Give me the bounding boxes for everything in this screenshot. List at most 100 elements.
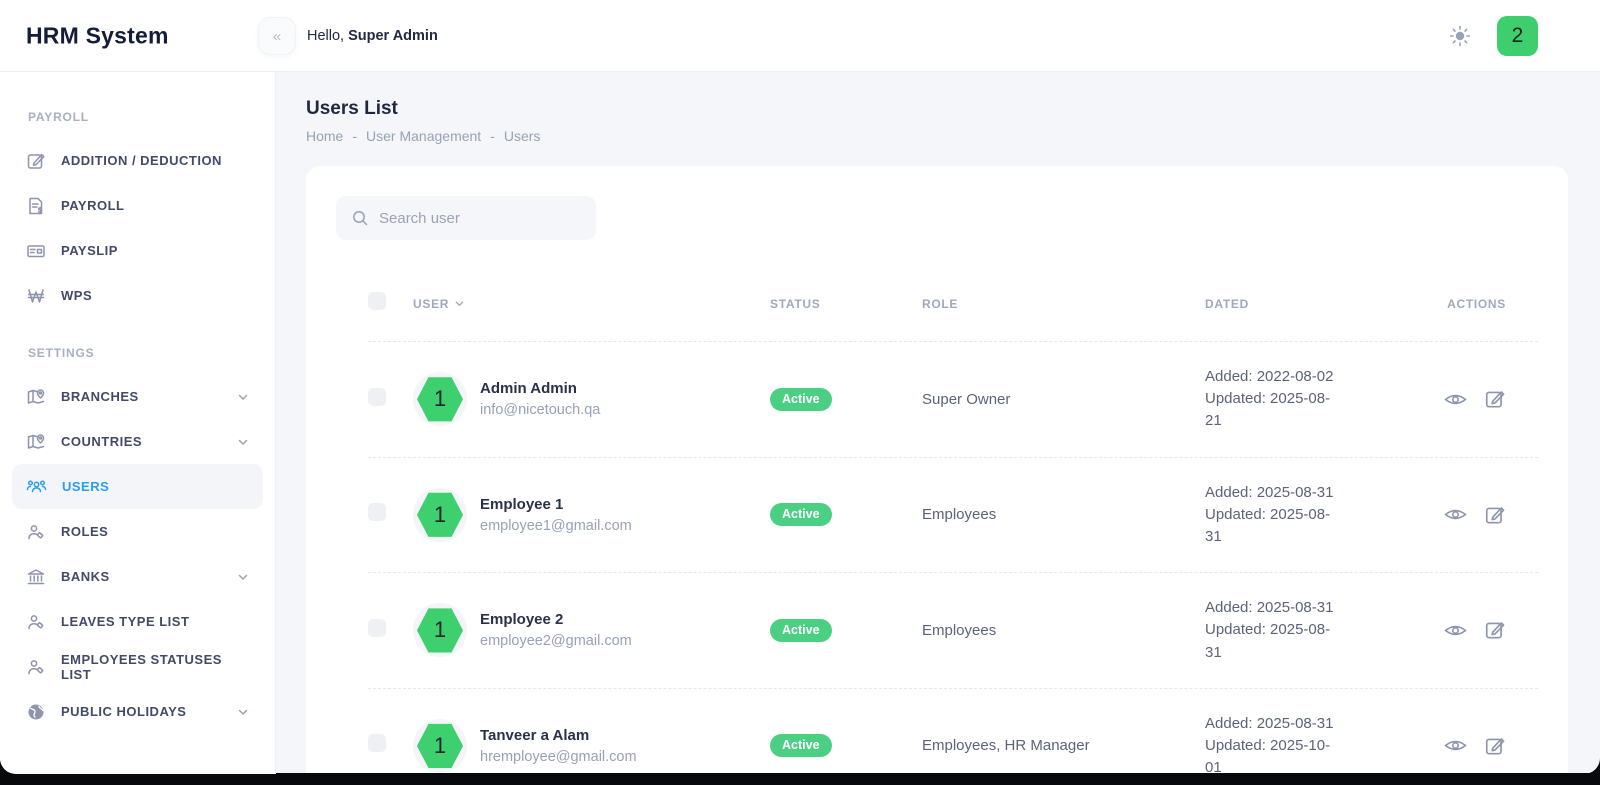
sidebar-item-users[interactable]: USERS (12, 464, 263, 509)
person-tag-icon (28, 524, 44, 539)
role-cell: Employees (922, 621, 997, 639)
breadcrumb: Home - User Management - Users (306, 128, 1568, 144)
edit-button[interactable] (1484, 388, 1506, 411)
sidebar-item-countries[interactable]: COUNTRIES (12, 419, 263, 464)
sidebar-item-label: EMPLOYEES STATUSES LIST (61, 651, 222, 682)
sidebar-item-label: COUNTRIES (61, 434, 143, 449)
actions-cell (1420, 503, 1506, 526)
map-pin-icon (27, 433, 45, 449)
wps-icon (27, 288, 45, 303)
payslip-card-icon (27, 244, 45, 257)
edit-icon (1485, 738, 1505, 755)
edit-button[interactable] (1484, 619, 1506, 642)
view-button[interactable] (1444, 503, 1467, 526)
double-chevron-left-icon: « (272, 27, 282, 45)
chevron-down-icon (238, 574, 248, 580)
sidebar-item-label: USERS (62, 479, 110, 494)
user-name: Tanveer a Alam (480, 726, 590, 744)
users-group-icon (26, 479, 47, 492)
user-cell: 1 Tanveer a Alam hremployee@gmail.com (413, 718, 770, 773)
user-email: employee1@gmail.com (480, 517, 632, 534)
row-checkbox[interactable] (368, 387, 386, 406)
actions-cell (1420, 734, 1506, 757)
view-button[interactable] (1444, 388, 1467, 411)
row-checkbox[interactable] (368, 503, 386, 522)
sidebar-item-label: PAYROLL (61, 198, 125, 213)
user-email: hremployee@gmail.com (480, 748, 637, 765)
view-button[interactable] (1444, 734, 1467, 757)
notification-count-badge[interactable]: 2 (1497, 16, 1538, 56)
sidebar-item-label: PAYSLIP (61, 243, 118, 258)
column-header-status: STATUS (770, 296, 821, 311)
eye-icon (1444, 510, 1467, 520)
search-box (336, 196, 596, 240)
column-header-dated: DATED (1205, 296, 1249, 311)
breadcrumb-home[interactable]: Home (306, 128, 344, 144)
column-header-role: ROLE (922, 296, 959, 311)
chevron-down-icon (238, 709, 248, 715)
edit-button[interactable] (1484, 734, 1506, 757)
table-row: 1 Employee 1 employee1@gmail.com Active … (368, 456, 1538, 573)
avatar: 1 (413, 487, 467, 542)
eye-icon (1444, 741, 1467, 751)
sidebar-item-public-holidays[interactable]: PUBLIC HOLIDAYS (12, 689, 263, 734)
role-cell: Employees, HR Manager (922, 737, 1090, 755)
status-badge: Active (770, 618, 832, 642)
top-header: HRM System « Hello, Super Admin 2 (0, 0, 1600, 72)
edit-icon (1485, 391, 1505, 408)
avatar: 1 (413, 603, 467, 658)
user-email: employee2@gmail.com (480, 633, 632, 650)
dated-cell: Added: 2025-08-31 Updated: 2025-08-31 (1205, 483, 1334, 545)
sun-icon (1449, 25, 1471, 46)
globe-icon (28, 704, 44, 719)
row-checkbox[interactable] (368, 618, 386, 637)
edit-icon (1485, 506, 1505, 524)
avatar: 1 (413, 718, 467, 773)
page-title: Users List (306, 98, 398, 119)
sidebar-item-employees-statuses-list[interactable]: EMPLOYEES STATUSES LIST (12, 644, 263, 689)
row-checkbox[interactable] (368, 734, 386, 753)
theme-toggle-button[interactable] (1448, 24, 1472, 48)
breadcrumb-user-management[interactable]: User Management (366, 128, 482, 144)
sidebar-item-payroll[interactable]: $ PAYROLL (12, 183, 263, 228)
sidebar-item-leaves-type-list[interactable]: LEAVES TYPE LIST (12, 599, 263, 644)
users-list-card: USER STATUS ROLE DATED ACTIONS 1 Admin A… (306, 166, 1568, 774)
sidebar-nav: PAYROLL ADDITION / DEDUCTION $ PAYROLL P… (0, 72, 276, 774)
user-email: info@nicetouch.qa (480, 402, 601, 419)
select-all-checkbox[interactable] (368, 292, 386, 310)
actions-cell (1420, 619, 1506, 642)
view-button[interactable] (1444, 619, 1467, 642)
sidebar-item-banks[interactable]: BANKS (12, 554, 263, 599)
sidebar-item-label: ROLES (61, 524, 109, 539)
svg-text:$: $ (38, 205, 43, 214)
column-header-user[interactable]: USER (413, 297, 770, 311)
sidebar-item-roles[interactable]: ROLES (12, 509, 263, 554)
sidebar-collapse-button[interactable]: « (258, 17, 296, 55)
sidebar-item-branches[interactable]: BRANCHES (12, 374, 263, 419)
bottom-edge-bar (0, 773, 1600, 785)
user-cell: 1 Employee 1 employee1@gmail.com (413, 487, 770, 542)
edit-button[interactable] (1484, 503, 1506, 526)
breadcrumb-separator: - (490, 128, 495, 144)
edit-note-icon (27, 153, 45, 169)
role-cell: Super Owner (922, 390, 1011, 408)
section-label-payroll: PAYROLL (28, 110, 89, 124)
users-table: USER STATUS ROLE DATED ACTIONS 1 Admin A… (336, 292, 1538, 774)
sidebar-item-label: WPS (61, 288, 93, 303)
status-badge: Active (770, 734, 832, 758)
column-header-actions: ACTIONS (1447, 296, 1506, 311)
person-tag-icon (28, 614, 44, 629)
sidebar-item-addition-deduction[interactable]: ADDITION / DEDUCTION (12, 138, 263, 183)
chevron-down-icon (238, 394, 248, 400)
sidebar-item-payslip[interactable]: PAYSLIP (12, 228, 263, 273)
sidebar-item-wps[interactable]: WPS (12, 273, 263, 318)
sidebar-item-label: PUBLIC HOLIDAYS (61, 704, 187, 719)
edit-icon (1485, 622, 1505, 639)
eye-icon (1444, 625, 1467, 636)
breadcrumb-users: Users (503, 128, 541, 144)
user-name: Employee 1 (480, 495, 564, 513)
chevron-down-icon (238, 439, 248, 445)
dated-cell: Added: 2025-08-31 Updated: 2025-10-01 (1205, 714, 1334, 774)
search-input[interactable] (379, 209, 579, 227)
